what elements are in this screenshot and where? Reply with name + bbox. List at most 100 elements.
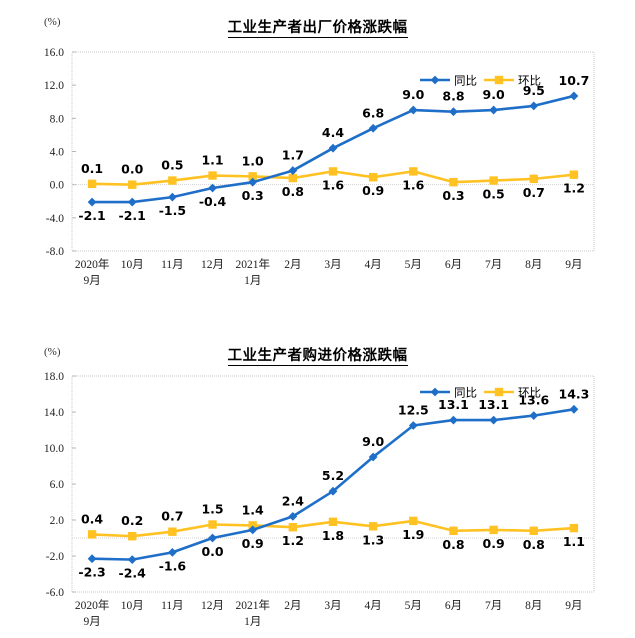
svg-text:2月: 2月 [284, 259, 301, 271]
x-axis-tick-label: 2021年 1月 [235, 598, 270, 628]
series-marker [489, 105, 499, 115]
series-marker [248, 177, 258, 187]
plot-area-bottom: 18.0 14.0 10.0 6.0 2.0 -2.0 -6.0 2020年 9月 10月 11月 1… [44, 371, 595, 628]
svg-text:3月: 3月 [324, 600, 341, 612]
series-marker [288, 173, 298, 183]
series-marker [127, 555, 137, 564]
svg-text:3月: 3月 [324, 259, 341, 271]
x-axis-tick-label: 8月 [525, 600, 542, 612]
series-marker [288, 523, 298, 532]
data-label-upper: 14.3 [559, 386, 590, 401]
series-marker [368, 123, 378, 133]
svg-text:2月: 2月 [284, 600, 301, 612]
series-marker [127, 197, 137, 207]
y-axis-tick-label: -4.0 [46, 213, 64, 225]
series-marker [449, 177, 458, 187]
data-label-upper: 5.2 [322, 468, 344, 483]
legend-label-mom: 环比 [518, 386, 541, 400]
y-axis-tick-label: 6.0 [50, 479, 65, 491]
chart-title-top: 工业生产者出厂价格涨跌幅 [0, 16, 635, 38]
chart-title-bottom-text: 工业生产者购进价格涨跌幅 [227, 348, 408, 366]
data-label-upper: 2.4 [282, 493, 304, 508]
series-marker [328, 486, 338, 496]
x-axis-tick-label: 9月 [565, 259, 582, 271]
series-marker [208, 183, 217, 193]
series-marker [167, 548, 177, 557]
series-marker [569, 523, 579, 533]
series-marker [288, 166, 298, 175]
x-axis-tick-label: 11月 [161, 600, 184, 612]
y-axis-tick-label: 12.0 [44, 80, 64, 92]
y-axis-tick-label: 14.0 [44, 407, 64, 419]
series-marker [368, 173, 378, 182]
svg-text:2021年: 2021年 [235, 257, 270, 271]
series-marker [489, 415, 499, 425]
data-label-upper: 1.7 [282, 148, 304, 163]
series-marker [208, 533, 217, 543]
x-axis-tick-label: 2月 [284, 600, 301, 612]
x-axis-tick-label: 2月 [284, 259, 301, 271]
data-label-lower: -2.3 [78, 565, 105, 580]
series-marker [288, 512, 298, 521]
data-label-upper: 12.5 [398, 403, 429, 418]
series-marker [248, 525, 258, 535]
x-axis-tick-label: 2020年 9月 [75, 257, 110, 287]
data-label-lower: 0.9 [483, 536, 505, 551]
x-axis-tick-label: 8月 [525, 259, 542, 271]
svg-text:11月: 11月 [161, 600, 184, 612]
series-marker [87, 197, 97, 207]
series-marker [368, 522, 378, 531]
legend-label-yoy: 同比 [454, 74, 477, 88]
legend-marker-mom [494, 75, 504, 85]
series-marker [489, 525, 498, 535]
series-marker [449, 415, 458, 425]
svg-text:8月: 8月 [525, 259, 542, 271]
x-axis-tick-label: 6月 [445, 600, 462, 612]
data-label-lower: 1.6 [322, 177, 344, 192]
y-axis-tick-label: 10.0 [44, 443, 64, 455]
y-axis-tick-label: 8.0 [50, 113, 65, 125]
x-axis-tick-label: 7月 [485, 600, 502, 612]
x-axis-tick-label: 4月 [365, 600, 382, 612]
data-label-lower: 1.2 [282, 533, 304, 548]
data-label-upper: 1.1 [201, 153, 223, 168]
data-label-lower: -2.1 [119, 208, 146, 223]
data-label-lower: 0.5 [483, 187, 505, 202]
data-label-lower: -2.1 [78, 208, 105, 223]
x-axis-tick-label: 3月 [324, 600, 341, 612]
svg-text:2021年: 2021年 [235, 598, 270, 612]
data-label-lower: 0.3 [242, 188, 264, 203]
data-label-lower: -1.6 [159, 558, 187, 573]
y-axis-tick-label: 2.0 [50, 515, 65, 527]
legend-marker-yoy [430, 75, 440, 85]
data-label-upper: 0.4 [81, 511, 103, 526]
svg-text:10月: 10月 [121, 259, 144, 271]
svg-text:9月: 9月 [565, 259, 582, 271]
svg-text:2020年: 2020年 [75, 598, 110, 612]
series-marker [409, 167, 418, 176]
x-axis-tick-label: 2020年 9月 [75, 598, 110, 628]
x-axis-tick-label: 5月 [405, 600, 422, 612]
series-marker [168, 176, 177, 185]
series-marker [529, 101, 539, 111]
chart-title-top-text: 工业生产者出厂价格涨跌幅 [227, 20, 408, 38]
y-axis-unit-top: (%) [44, 16, 61, 28]
svg-text:12月: 12月 [201, 600, 224, 612]
svg-text:1月: 1月 [244, 275, 261, 287]
x-axis-tick-label: 9月 [565, 600, 582, 612]
series-marker [328, 143, 338, 153]
series-marker [449, 107, 458, 117]
svg-text:5月: 5月 [405, 259, 422, 271]
data-label-upper: 0.1 [81, 161, 103, 176]
legend-marker-mom [494, 387, 504, 397]
series-marker [409, 516, 418, 526]
chart-ppi-factory-gate: 工业生产者出厂价格涨跌幅 (%) 16.0 12.0 8.0 4.0 0.0 -4.0 -8… [0, 16, 635, 287]
series-marker [87, 554, 97, 564]
data-label-upper: 0.2 [121, 513, 143, 528]
data-label-lower: 0.7 [523, 185, 545, 200]
data-label-lower: 0.3 [442, 188, 464, 203]
svg-text:9月: 9月 [83, 616, 100, 628]
svg-text:12月: 12月 [201, 259, 224, 271]
plot-area-top: 16.0 12.0 8.0 4.0 0.0 -4.0 -8.0 2020年 9月 10月 11月 12… [44, 47, 595, 287]
svg-text:6月: 6月 [445, 600, 462, 612]
